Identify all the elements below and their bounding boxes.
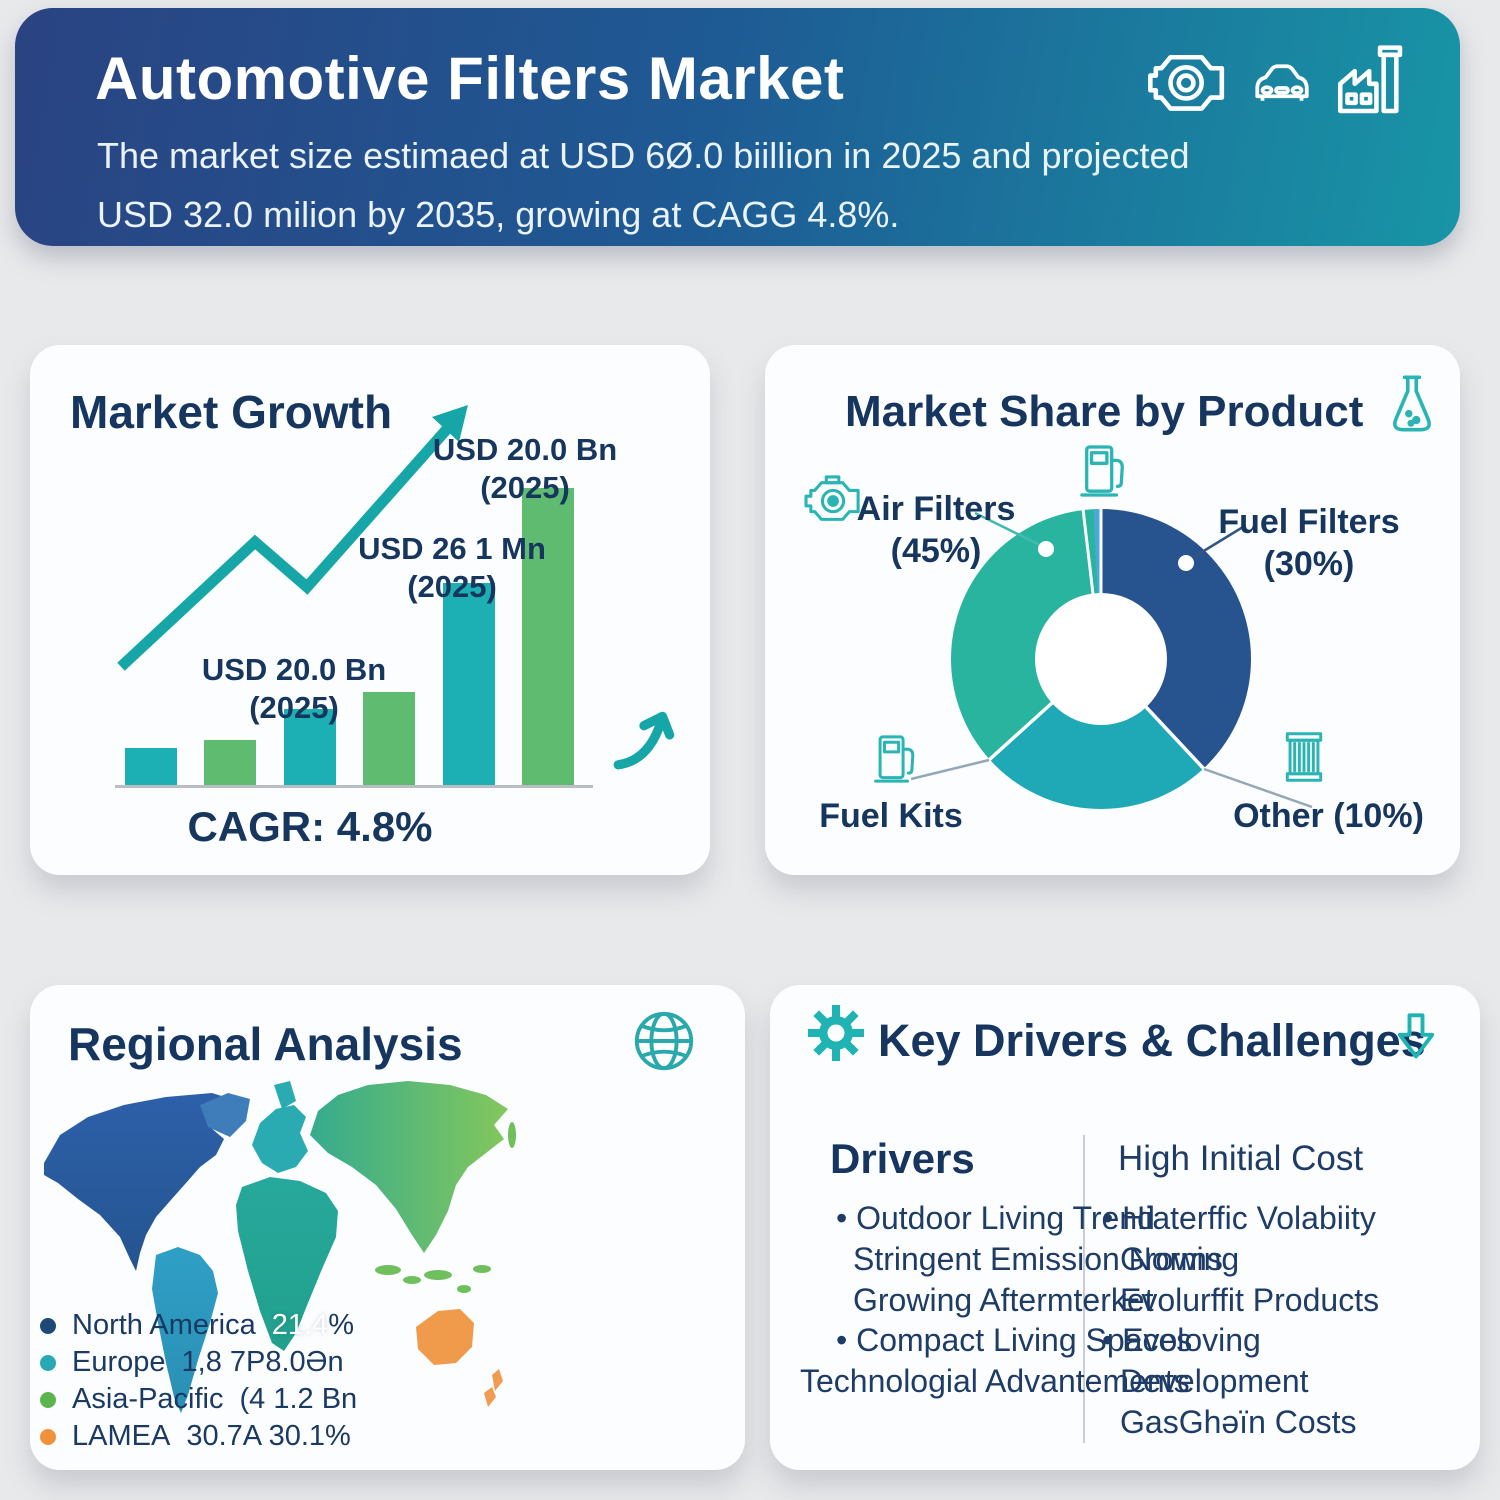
regional-title: Regional Analysis: [68, 1018, 463, 1070]
challenge-item-5: Development: [1120, 1363, 1309, 1399]
page-title: Automotive Filters Market: [95, 45, 845, 112]
car-icon: [1249, 54, 1315, 110]
driver-item-4: • Compact Living Spaces: [836, 1322, 1193, 1358]
growth-swoosh-arrow-icon: [613, 702, 679, 777]
challenge-item-6: GasGhəïn Costs: [1120, 1404, 1357, 1440]
down-arrow-icon: [1394, 1011, 1438, 1068]
legend-dot-1: [40, 1354, 56, 1371]
drivers-heading: Drivers: [830, 1135, 975, 1182]
map-europe: [252, 1105, 308, 1173]
challenge-item-2: Growing: [1120, 1241, 1240, 1277]
air-filters-label: Air Filters (45%): [856, 490, 1016, 570]
cagr-label: CAGR: 4.8%: [187, 803, 433, 850]
other-filter-icon: [1278, 727, 1330, 792]
growth-bar-3: [284, 709, 336, 786]
fuel-filters-label: Fuel Filters (30%): [1218, 503, 1400, 583]
hero-icons: [1143, 36, 1409, 128]
market-share-title: Market Share by Product: [845, 387, 1364, 436]
challenge-item-4: • Evoloving: [1102, 1322, 1261, 1358]
map-asia: [310, 1081, 508, 1253]
bar-label-1: USD 20.0 Bn (2025): [201, 652, 387, 725]
hero-subtitle-line1: The market size estimaed at USD 6Ø.0 bii…: [97, 135, 1190, 176]
flask-icon: [1387, 373, 1437, 440]
market-growth-card: Market Growth USD 20.0 Bn (2025) USD 26 …: [30, 345, 710, 875]
hero-banner: Automotive Filters Market The market siz…: [15, 8, 1460, 246]
globe-icon: [630, 1007, 698, 1080]
air-filter-engine-icon: [803, 475, 865, 534]
driver-item-3: Growing Aftermterket: [853, 1282, 1154, 1318]
factory-icon: [1333, 42, 1409, 122]
world-map: [44, 1081, 516, 1413]
legend-dot-0: [40, 1317, 56, 1334]
legend-dot-2: [40, 1391, 56, 1408]
map-new-zealand-1: [492, 1369, 503, 1391]
challenge-item-3: Evolurffit Products: [1120, 1282, 1380, 1318]
fuel-kits-label: Fuel Kits: [819, 797, 963, 835]
key-drivers-title: Key Drivers & Challenges: [878, 1015, 1426, 1066]
driver-item-2: Stringent Emission Norms: [853, 1241, 1223, 1277]
hero-subtitle: The market size estimaed at USD 6Ø.0 bii…: [97, 126, 1190, 244]
legend-row-europe: Europe 1,8 7P8.0Ən: [40, 1344, 357, 1381]
engine-icon: [1143, 45, 1231, 119]
regional-analysis-card: Regional Analysis: [30, 985, 745, 1470]
driver-item-1: • Outdoor Living Trend: [836, 1200, 1155, 1236]
gear-icon: [806, 1003, 866, 1068]
growth-bar-6: [522, 488, 574, 786]
map-greenland: [200, 1093, 250, 1137]
regional-legend: North America 21.4 % Europe 1,8 7P8.0Ən …: [40, 1307, 357, 1455]
other-label: Other (10%): [1233, 797, 1424, 835]
legend-dot-3: [40, 1428, 56, 1445]
challenges-heading: High Initial Cost: [1118, 1139, 1364, 1178]
bar-label-2: USD 26 1 Mn (2025): [358, 531, 546, 604]
column-divider: [1083, 1135, 1085, 1443]
fuel-pump-top-icon: [1079, 441, 1129, 506]
chart-baseline: [115, 785, 593, 788]
bar-label-3: USD 20.0 Bn (2025): [432, 432, 618, 505]
legend-row-lamea: LAMEA 30.7A 30.1%: [40, 1418, 357, 1455]
market-share-card: Market Share by Product: [765, 345, 1460, 875]
growth-bar-chart: [125, 345, 595, 786]
key-drivers-card: Key Drivers & Challenges Drivers High In…: [770, 985, 1480, 1470]
growth-bar-5: [443, 583, 495, 786]
map-australia: [416, 1309, 474, 1365]
hero-subtitle-line2: USD 32.0 milion by 2035, growing at CAGG…: [97, 194, 900, 235]
challenge-item-1: • Hiaterffic Volabiity: [1102, 1200, 1376, 1236]
map-new-zealand-2: [484, 1387, 496, 1407]
growth-bar-1: [125, 748, 177, 786]
map-south-america: [152, 1247, 218, 1413]
donut-hole: [1035, 593, 1167, 725]
map-scandinavia: [274, 1081, 296, 1109]
legend-row-asia-pacific: Asia-Pacific (4 1.2 Bn: [40, 1381, 357, 1418]
map-africa: [236, 1177, 338, 1351]
legend-row-north-america: North America 21.4 %: [40, 1307, 357, 1344]
map-se-asia-islands: [375, 1122, 516, 1293]
fuel-kits-pump-icon: [873, 730, 919, 793]
growth-bar-2: [204, 740, 256, 786]
growth-bar-4: [363, 692, 415, 786]
driver-item-5: Technologial Advantements: [800, 1363, 1190, 1399]
map-north-america: [44, 1093, 238, 1271]
